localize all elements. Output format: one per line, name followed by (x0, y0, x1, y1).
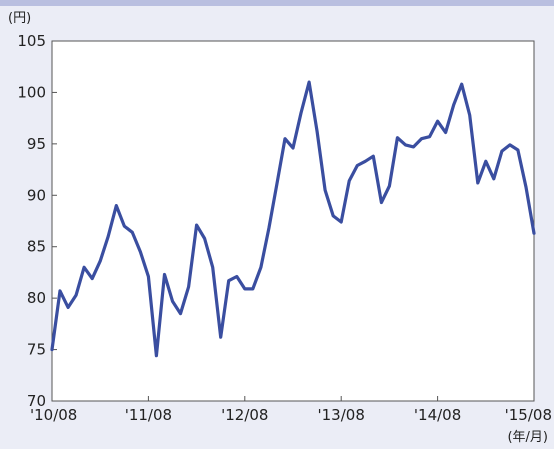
plot-area (51, 40, 535, 402)
x-axis-ticks: '10/08 '11/08 '12/08 '13/08 '14/08 '15/08 (30, 396, 552, 424)
x-tick-label: '13/08 (318, 406, 365, 424)
y-tick-label: 105 (17, 32, 46, 50)
x-tick-label: '14/08 (414, 406, 461, 424)
y-tick-label: 90 (27, 186, 46, 204)
y-tick-label: 75 (27, 341, 46, 359)
y-tick-label: 80 (27, 289, 46, 307)
y-tick-label: 70 (27, 392, 46, 410)
y-axis-unit: (円) (8, 11, 31, 26)
y-tick-label: 100 (17, 83, 46, 101)
series-line (50, 80, 536, 358)
y-tick-label: 95 (27, 135, 46, 153)
y-tick-label: 85 (27, 238, 46, 256)
series-group (50, 80, 536, 358)
x-tick-label: '11/08 (125, 406, 172, 424)
x-axis-unit: (年/月) (507, 430, 548, 445)
x-tick-label: '12/08 (221, 406, 268, 424)
x-tick-label: '10/08 (30, 406, 77, 424)
x-tick-label: '15/08 (505, 406, 552, 424)
y-axis-ticks: 70 75 80 85 90 95 100 105 (17, 32, 57, 410)
header-band (0, 0, 554, 6)
